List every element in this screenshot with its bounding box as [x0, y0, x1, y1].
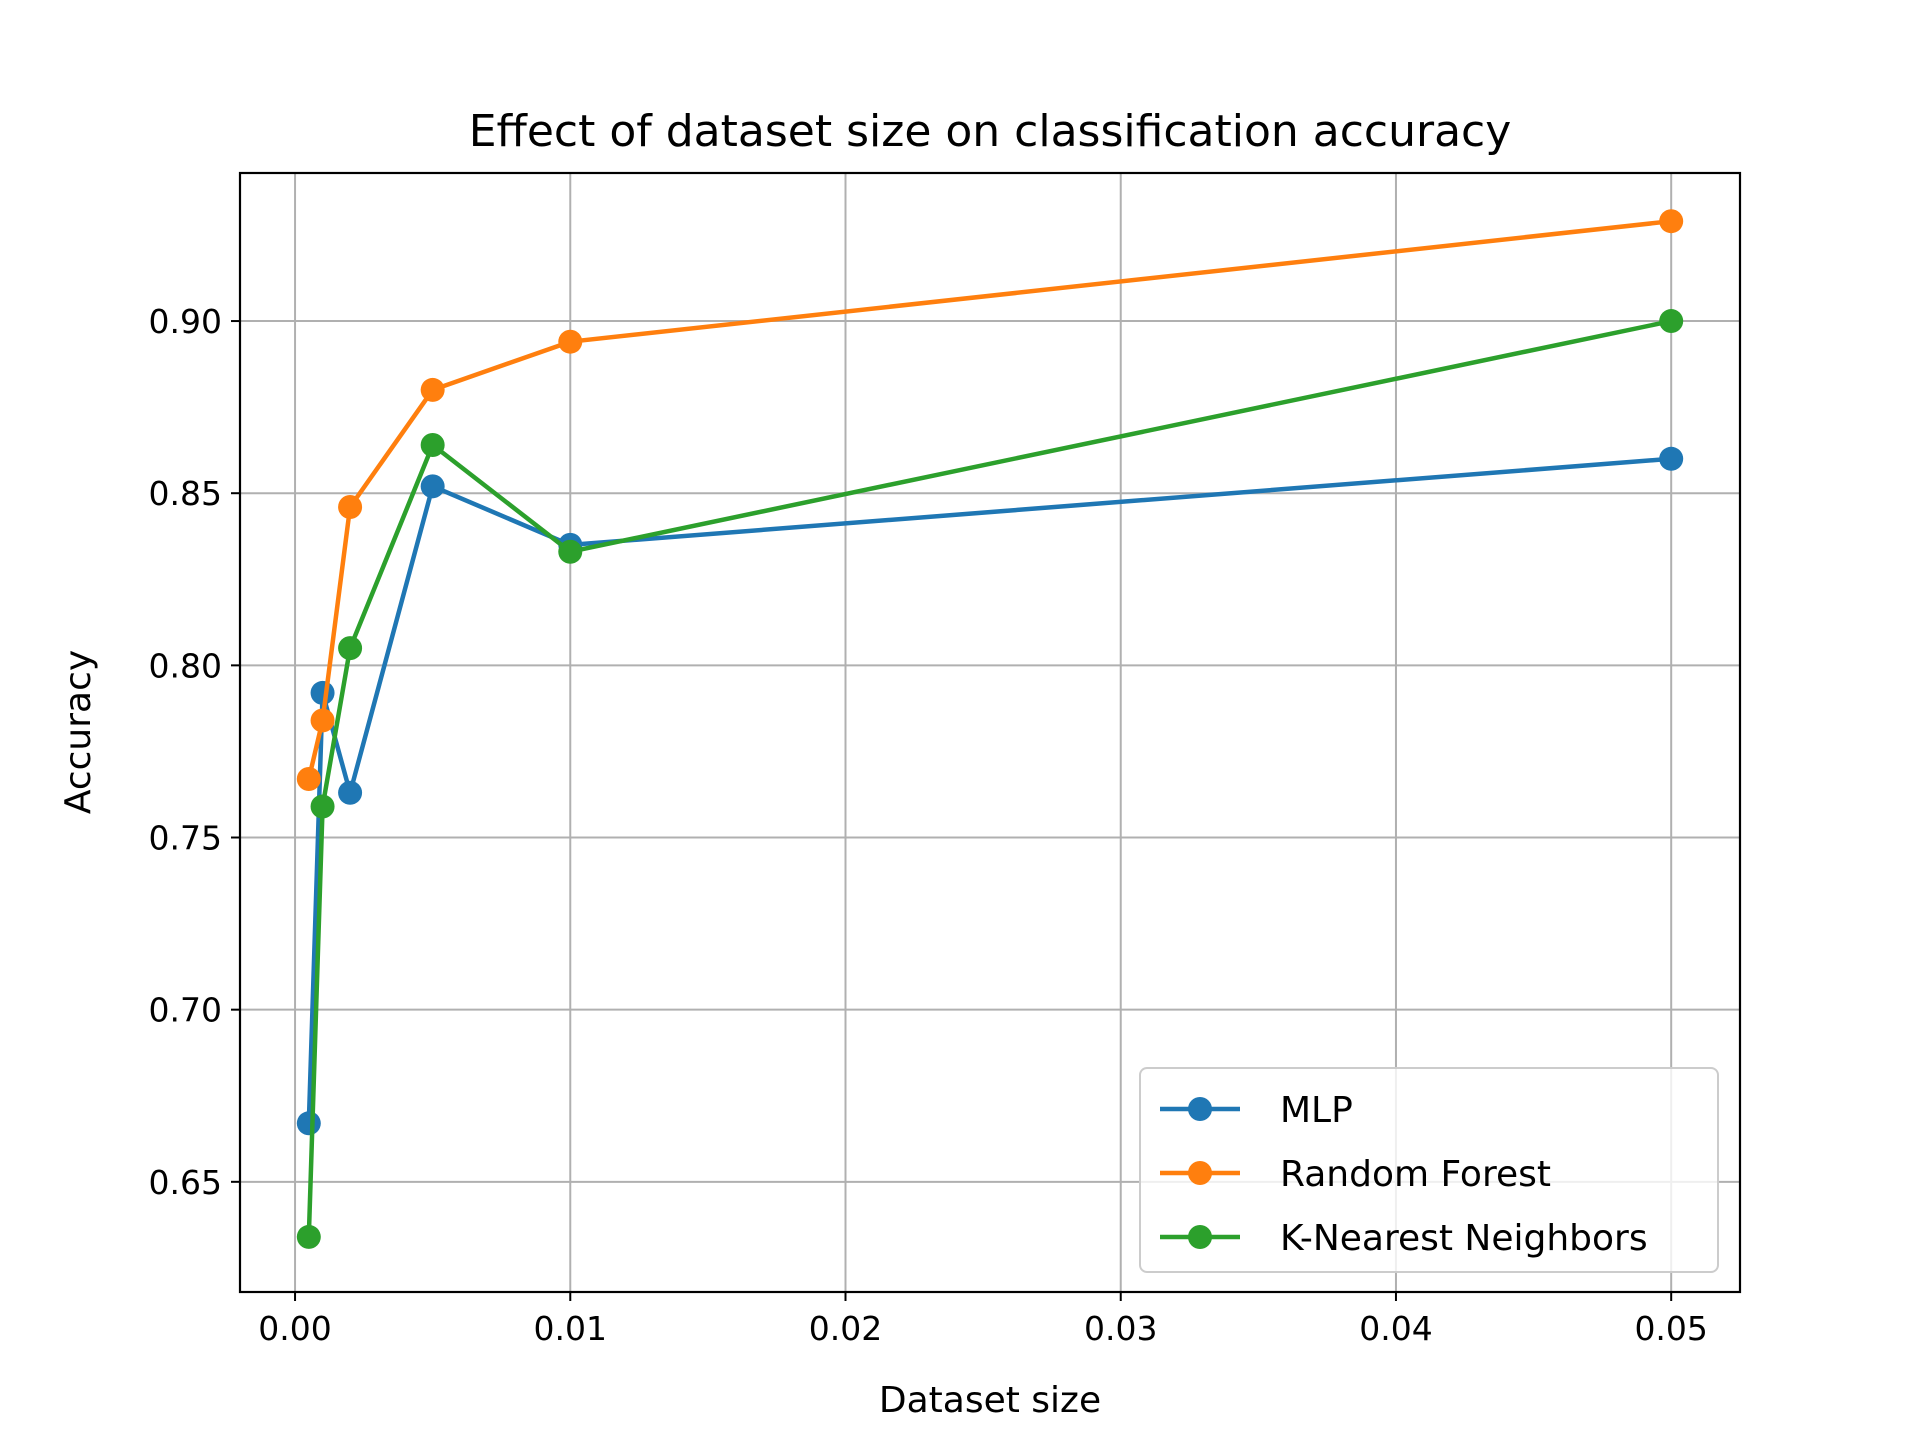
legend-swatch-marker: [1188, 1225, 1212, 1249]
ticks: 0.00 0.01 0.02 0.03 0.04 0.05 0.65 0.70 0.75 0.80…: [149, 302, 1708, 1348]
legend-item-k-nearest-neighbors: K-Nearest Neighbors: [1160, 1218, 1648, 1259]
series-line-mlp: [306, 456, 1674, 1126]
data-point-random-forest: [338, 494, 363, 519]
data-point-mlp: [338, 780, 363, 805]
data-point-random-forest: [1659, 209, 1684, 234]
data-point-random-forest: [420, 377, 445, 402]
data-point-mlp: [420, 474, 445, 499]
legend: MLP Random Forest K-Nearest Neighbors: [1139, 1067, 1719, 1273]
series-layer: [296, 209, 1684, 1249]
legend-item-random-forest: Random Forest: [1160, 1154, 1551, 1195]
x-axis-label: Dataset size: [879, 1380, 1101, 1421]
x-tick-label: 0.04: [1359, 1309, 1432, 1348]
y-axis-label: Accuracy: [58, 650, 99, 814]
x-tick-label: 0.05: [1634, 1309, 1707, 1348]
data-point-random-forest: [296, 766, 321, 791]
legend-label: Random Forest: [1280, 1154, 1551, 1195]
y-tick-label: 0.75: [149, 819, 222, 858]
x-tick-label: 0.02: [809, 1309, 882, 1348]
data-point-k-nearest-neighbors: [338, 636, 363, 661]
data-point-mlp: [1659, 446, 1684, 471]
series-random-forest: [296, 209, 1684, 791]
plot-frame: [238, 171, 1742, 1294]
series-line-k-nearest-neighbors: [306, 318, 1674, 1240]
grid: [240, 173, 1740, 1292]
data-point-k-nearest-neighbors: [420, 433, 445, 458]
legend-box: [1139, 1067, 1719, 1273]
y-tick-label: 0.90: [149, 302, 222, 341]
data-point-mlp: [296, 1111, 321, 1136]
y-tick-label: 0.85: [149, 474, 222, 513]
y-tick-label: 0.65: [149, 1163, 222, 1202]
data-point-mlp: [310, 680, 335, 705]
chart-title: Effect of dataset size on classification…: [469, 106, 1512, 157]
data-point-random-forest: [310, 708, 335, 733]
legend-items: MLP Random Forest K-Nearest Neighbors: [1160, 1090, 1648, 1259]
legend-swatch-marker: [1188, 1097, 1212, 1121]
legend-label: K-Nearest Neighbors: [1280, 1218, 1648, 1259]
data-point-k-nearest-neighbors: [1659, 309, 1684, 334]
legend-swatch-marker: [1188, 1161, 1212, 1185]
data-point-k-nearest-neighbors: [296, 1224, 321, 1249]
x-tick-label: 0.03: [1084, 1309, 1157, 1348]
data-point-random-forest: [558, 329, 583, 354]
legend-item-mlp: MLP: [1160, 1090, 1353, 1131]
x-tick-label: 0.01: [534, 1309, 607, 1348]
data-point-k-nearest-neighbors: [310, 794, 335, 819]
data-point-k-nearest-neighbors: [558, 539, 583, 564]
y-tick-label: 0.80: [149, 646, 222, 685]
legend-label: MLP: [1280, 1090, 1353, 1131]
series-k-nearest-neighbors: [296, 309, 1684, 1249]
x-tick-label: 0.00: [258, 1309, 331, 1348]
y-tick-label: 0.70: [149, 991, 222, 1030]
